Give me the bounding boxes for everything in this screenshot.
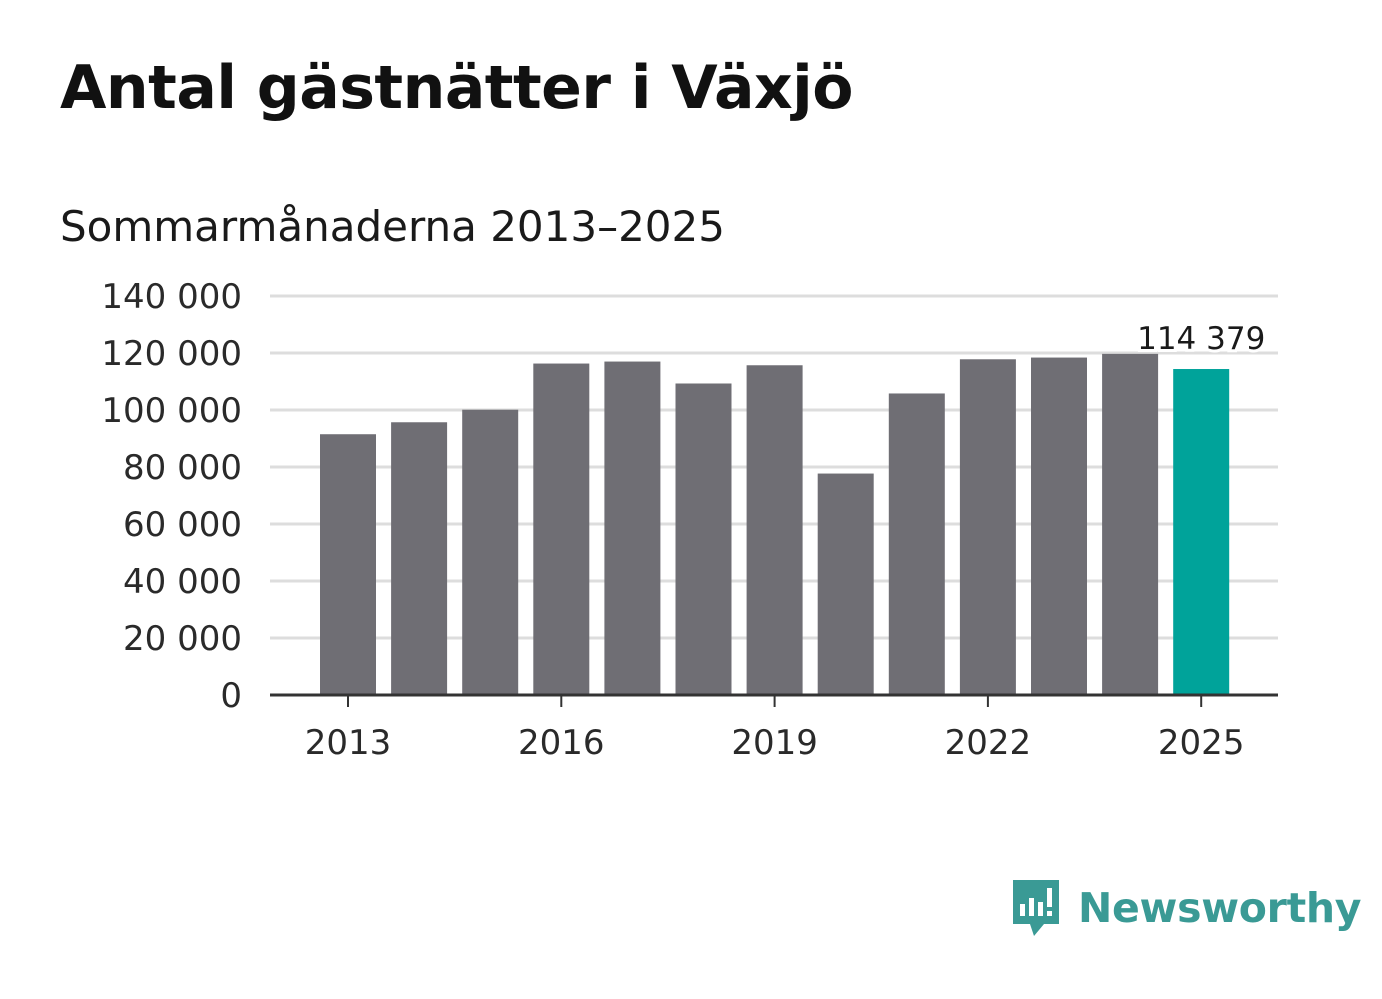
bar-2025 xyxy=(1173,369,1230,695)
chart-title: Antal gästnätter i Växjö xyxy=(60,53,853,123)
bar-2015 xyxy=(462,409,519,695)
y-tick-label: 120 000 xyxy=(101,334,242,374)
x-tick-label: 2025 xyxy=(1158,723,1245,763)
value-label-2025: 114 379 xyxy=(1137,321,1265,357)
bar-2013 xyxy=(320,434,376,695)
y-tick-label: 60 000 xyxy=(123,505,242,545)
bar-2016 xyxy=(533,363,590,695)
bar-2023 xyxy=(1031,357,1087,695)
bar-2020 xyxy=(817,473,874,695)
y-tick-label: 80 000 xyxy=(123,448,242,488)
x-tick-label: 2013 xyxy=(305,723,392,763)
y-tick-label: 20 000 xyxy=(123,619,242,659)
y-tick-label: 140 000 xyxy=(101,277,242,317)
y-tick-label: 40 000 xyxy=(123,562,242,602)
x-tick-label: 2022 xyxy=(945,723,1032,763)
bar-2017 xyxy=(604,361,661,695)
bar-2014 xyxy=(391,422,448,695)
bar-2019 xyxy=(746,365,803,695)
bar-2022 xyxy=(959,359,1016,695)
y-tick-label: 100 000 xyxy=(101,391,242,431)
y-tick-label: 0 xyxy=(220,676,242,716)
x-axis xyxy=(270,693,1278,707)
bar-chart-speech-bubble-icon xyxy=(1013,880,1059,936)
brand-name: Newsworthy xyxy=(1078,884,1362,932)
chart-subtitle: Sommarmånaderna 2013–2025 xyxy=(60,202,725,251)
x-tick-label: 2019 xyxy=(731,723,818,763)
bar-2018 xyxy=(675,383,732,695)
bar-2024 xyxy=(1102,353,1159,695)
x-tick-label: 2016 xyxy=(518,723,605,763)
bars xyxy=(320,353,1230,695)
labels: 0 20 000 40 000 60 000 80 000 100 000 120 000 1… xyxy=(101,277,1268,763)
newsworthy-logo: Newsworthy xyxy=(1010,878,1361,938)
bar-2021 xyxy=(888,393,945,695)
